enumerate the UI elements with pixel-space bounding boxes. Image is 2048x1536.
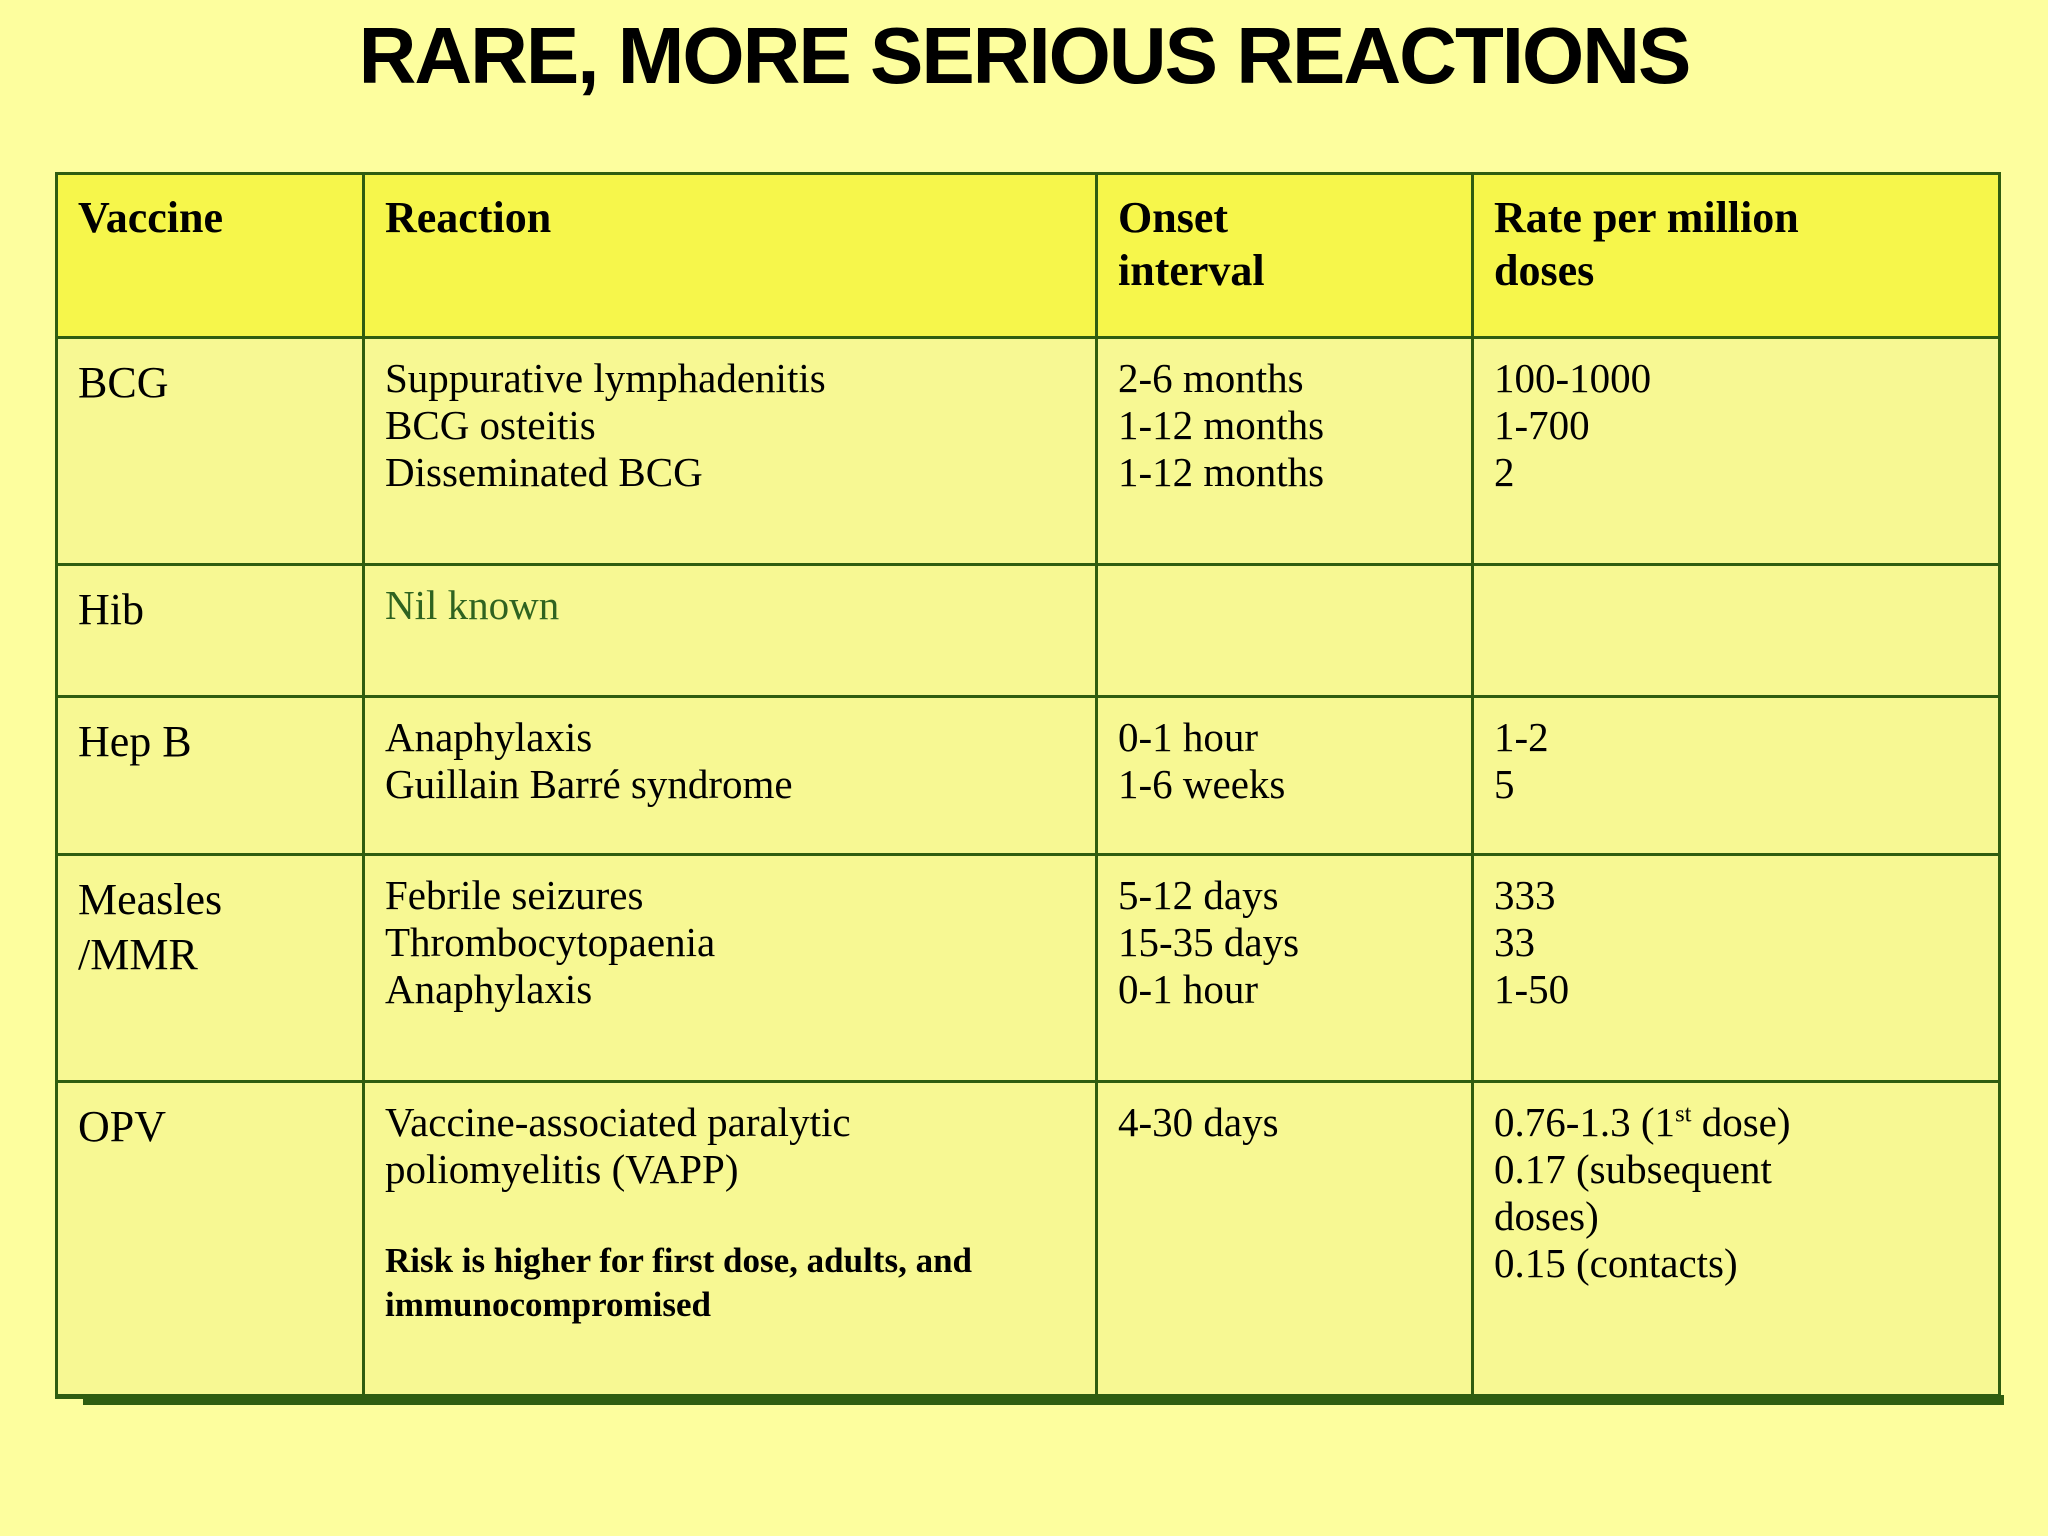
onset-cell: 4-30 days [1095,1080,1474,1399]
rate-cell [1471,563,2001,698]
rate-cell: 1-2 5 [1471,695,2001,856]
vaccine-name: Measles /MMR [55,853,365,1083]
onset-cell: 5-12 days 15-35 days 0-1 hour [1095,853,1474,1083]
header-rate-per-million: Rate per million doses [1471,172,2001,339]
rate-cell: 100-1000 1-700 2 [1471,336,2001,566]
vaccine-name: BCG [55,336,365,566]
reaction-cell: Vaccine-associated paralytic poliomyelit… [362,1080,1098,1399]
table-row-measles-mmr: Measles /MMR Febrile seizures Thrombocyt… [55,853,2001,1083]
vaccine-reactions-table: Vaccine Reaction Onset interval Rate per… [55,172,2001,1399]
table-row-hib: Hib Nil known [55,563,2001,698]
vaccine-name: Hib [55,563,365,698]
risk-note: Risk is higher for first dose, adults, a… [385,1241,973,1324]
page-title: RARE, MORE SERIOUS REACTIONS [358,11,1692,100]
header-onset-interval: Onset interval [1095,172,1474,339]
reaction-cell: Anaphylaxis Guillain Barré syndrome [362,695,1098,856]
table-row-bcg: BCG Suppurative lymphadenitis BCG osteit… [55,336,2001,566]
rate-first-dose: 0.76-1.3 (1st dose) [1494,1099,1791,1145]
vaccine-name: Hep B [55,695,365,856]
table-row-hepb: Hep B Anaphylaxis Guillain Barré syndrom… [55,695,2001,856]
rate-cell: 333 33 1-50 [1471,853,2001,1083]
onset-cell: 2-6 months 1-12 months 1-12 months [1095,336,1474,566]
header-row: Vaccine Reaction Onset interval Rate per… [55,172,2001,339]
onset-cell: 0-1 hour 1-6 weeks [1095,695,1474,856]
table-row-opv: OPV Vaccine-associated paralytic poliomy… [55,1080,2001,1399]
reactions-table: Vaccine Reaction Onset interval Rate per… [55,172,2004,1405]
header-reaction: Reaction [362,172,1098,339]
header-vaccine: Vaccine [55,172,365,339]
nil-known-text: Nil known [385,582,560,628]
reaction-cell: Suppurative lymphadenitis BCG osteitis D… [362,336,1098,566]
onset-cell [1095,563,1474,698]
reaction-cell: Nil known [362,563,1098,698]
reaction-cell: Febrile seizures Thrombocytopaenia Anaph… [362,853,1098,1083]
rate-cell: 0.76-1.3 (1st dose) 0.17 (subsequent dos… [1471,1080,2001,1399]
vaccine-name: OPV [55,1080,365,1399]
